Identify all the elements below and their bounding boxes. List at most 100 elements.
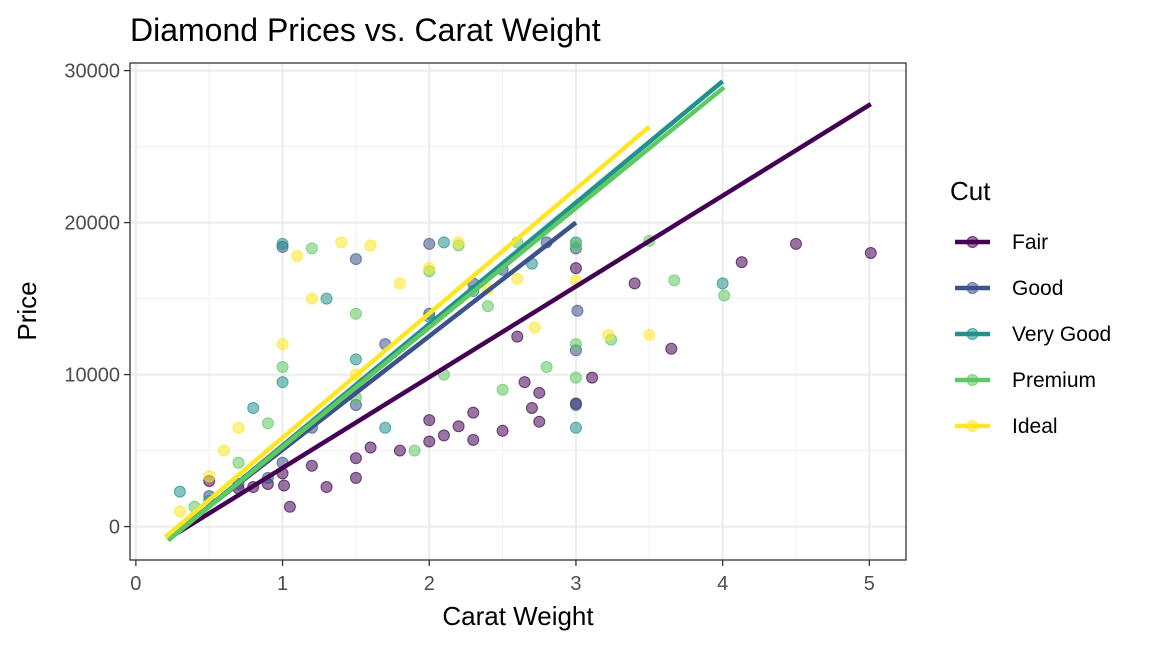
point-fair bbox=[864, 246, 877, 259]
point-fair bbox=[569, 262, 582, 275]
point-very-good bbox=[379, 421, 392, 434]
point-fair bbox=[452, 420, 465, 433]
point-fair bbox=[283, 500, 296, 513]
point-fair bbox=[349, 452, 362, 465]
point-ideal bbox=[528, 321, 541, 334]
x-tick-label: 2 bbox=[424, 573, 435, 595]
point-ideal bbox=[643, 329, 656, 342]
point-very-good bbox=[320, 292, 333, 305]
y-tick-label: 0 bbox=[109, 517, 120, 539]
point-premium bbox=[261, 417, 274, 430]
point-fair bbox=[525, 402, 538, 415]
point-fair bbox=[423, 414, 436, 427]
legend-label: Very Good bbox=[1012, 323, 1111, 346]
point-fair bbox=[735, 256, 748, 269]
point-fair bbox=[533, 415, 546, 428]
point-very-good bbox=[173, 485, 186, 498]
fit-line-ideal bbox=[163, 125, 651, 539]
legend-title: Cut bbox=[950, 176, 991, 206]
point-ideal bbox=[217, 444, 230, 457]
point-very-good bbox=[276, 237, 289, 250]
point-fair bbox=[518, 376, 531, 389]
legend-point bbox=[966, 374, 979, 386]
point-ideal bbox=[335, 236, 348, 249]
legend-label: Fair bbox=[1012, 231, 1048, 254]
x-axis-title: Carat Weight bbox=[442, 601, 594, 631]
point-ideal bbox=[203, 470, 216, 483]
point-premium bbox=[569, 371, 582, 384]
x-tick-label: 4 bbox=[717, 573, 728, 595]
point-very-good bbox=[437, 236, 450, 249]
point-fair bbox=[789, 237, 802, 250]
point-good bbox=[571, 304, 584, 317]
point-ideal bbox=[232, 421, 245, 434]
legend-label: Premium bbox=[1012, 369, 1096, 392]
point-fair bbox=[364, 441, 377, 454]
fit-line-fair bbox=[166, 102, 872, 541]
point-fair bbox=[437, 429, 450, 442]
x-tick-label: 0 bbox=[130, 573, 141, 595]
point-good bbox=[569, 398, 582, 411]
chart-title: Diamond Prices vs. Carat Weight bbox=[130, 12, 601, 48]
legend-keys: Fair Good Very Good Premium Ideal bbox=[955, 231, 1111, 438]
point-ideal bbox=[276, 338, 289, 351]
legend-label: Good bbox=[1012, 277, 1063, 300]
point-very-good bbox=[569, 421, 582, 434]
point-premium bbox=[305, 242, 318, 255]
point-fair bbox=[511, 330, 524, 343]
legend-point bbox=[966, 282, 979, 294]
point-good bbox=[423, 237, 436, 250]
point-premium bbox=[349, 307, 362, 320]
point-fair bbox=[586, 371, 599, 384]
axis-ticks: 0 1 2 3 4 5 0 10000 20000 30000 bbox=[64, 61, 875, 595]
legend-label: Ideal bbox=[1012, 415, 1058, 438]
grid bbox=[130, 63, 906, 560]
point-premium bbox=[276, 360, 289, 373]
x-tick-label: 3 bbox=[570, 573, 581, 595]
point-fair bbox=[467, 406, 480, 419]
point-premium bbox=[481, 300, 494, 313]
point-fair bbox=[349, 471, 362, 484]
point-ideal bbox=[364, 239, 377, 252]
point-ideal bbox=[423, 262, 436, 275]
point-very-good bbox=[276, 376, 289, 389]
y-tick-label: 30000 bbox=[64, 61, 120, 83]
point-fair bbox=[628, 277, 641, 290]
point-fair bbox=[665, 342, 678, 355]
point-good bbox=[349, 253, 362, 266]
x-tick-label: 5 bbox=[864, 573, 875, 595]
point-fair bbox=[305, 459, 318, 472]
point-premium bbox=[569, 338, 582, 351]
point-fair bbox=[278, 479, 291, 492]
legend-point bbox=[966, 420, 979, 432]
y-tick-label: 10000 bbox=[64, 365, 120, 387]
x-tick-label: 1 bbox=[277, 573, 288, 595]
point-premium bbox=[496, 383, 509, 396]
point-premium bbox=[408, 444, 421, 457]
point-premium bbox=[668, 274, 681, 287]
point-premium bbox=[232, 456, 245, 469]
fit-line-premium bbox=[166, 85, 726, 542]
point-ideal bbox=[173, 505, 186, 518]
point-very-good bbox=[349, 353, 362, 366]
point-premium bbox=[540, 360, 553, 373]
point-fair bbox=[423, 435, 436, 448]
point-premium bbox=[718, 289, 731, 302]
point-very-good bbox=[247, 402, 260, 415]
point-ideal bbox=[452, 236, 465, 249]
legend-point bbox=[966, 236, 979, 248]
fit-lines-layer bbox=[163, 79, 872, 542]
y-tick-label: 20000 bbox=[64, 213, 120, 235]
point-ideal bbox=[305, 292, 318, 305]
legend-point bbox=[966, 328, 979, 340]
point-ideal bbox=[291, 250, 304, 263]
plot-background bbox=[130, 63, 906, 560]
legend: Cut Fair Good Very Good Premium Ideal bbox=[950, 176, 1111, 438]
point-fair bbox=[467, 433, 480, 446]
y-axis-title: Price bbox=[12, 281, 42, 340]
point-premium bbox=[569, 239, 582, 252]
point-fair bbox=[533, 386, 546, 399]
point-ideal bbox=[511, 272, 524, 285]
point-ideal bbox=[393, 277, 406, 290]
point-ideal bbox=[602, 329, 615, 342]
